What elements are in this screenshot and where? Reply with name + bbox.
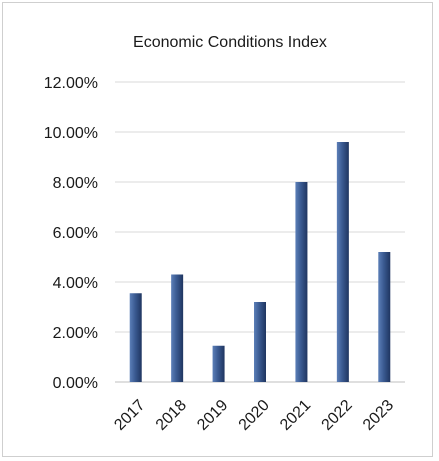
bar-2020 bbox=[254, 302, 266, 382]
bar-2022 bbox=[336, 142, 349, 382]
x-tick-label: 2022 bbox=[318, 397, 355, 434]
y-tick-label: 6.00% bbox=[53, 225, 98, 242]
chart-title: Economic Conditions Index bbox=[133, 34, 327, 51]
x-tick-label: 2023 bbox=[360, 397, 397, 434]
bar-2021 bbox=[295, 182, 308, 382]
gridlines bbox=[115, 81, 405, 383]
y-tick-label: 10.00% bbox=[44, 125, 98, 142]
x-tick-label: 2021 bbox=[277, 397, 314, 434]
bar-2019 bbox=[212, 345, 225, 382]
bars bbox=[129, 142, 391, 382]
y-axis-ticks: 0.00% 2.00% 4.00% 6.00% 8.00% 10.00% 12.00% bbox=[44, 75, 98, 392]
bar-2017 bbox=[129, 293, 142, 382]
y-tick-label: 0.00% bbox=[53, 375, 98, 392]
x-tick-label: 2020 bbox=[236, 397, 273, 434]
x-axis-ticks: 2017 2018 2019 2020 2021 2022 2023 bbox=[111, 397, 397, 434]
x-tick-label: 2017 bbox=[111, 397, 148, 434]
y-tick-label: 12.00% bbox=[44, 75, 98, 92]
y-tick-label: 8.00% bbox=[53, 175, 98, 192]
x-tick-label: 2019 bbox=[194, 397, 231, 434]
y-tick-label: 2.00% bbox=[53, 325, 98, 342]
y-tick-label: 4.00% bbox=[53, 275, 98, 292]
x-tick-label: 2018 bbox=[153, 397, 190, 434]
bar-2023 bbox=[378, 252, 391, 382]
bar-2018 bbox=[171, 274, 184, 382]
